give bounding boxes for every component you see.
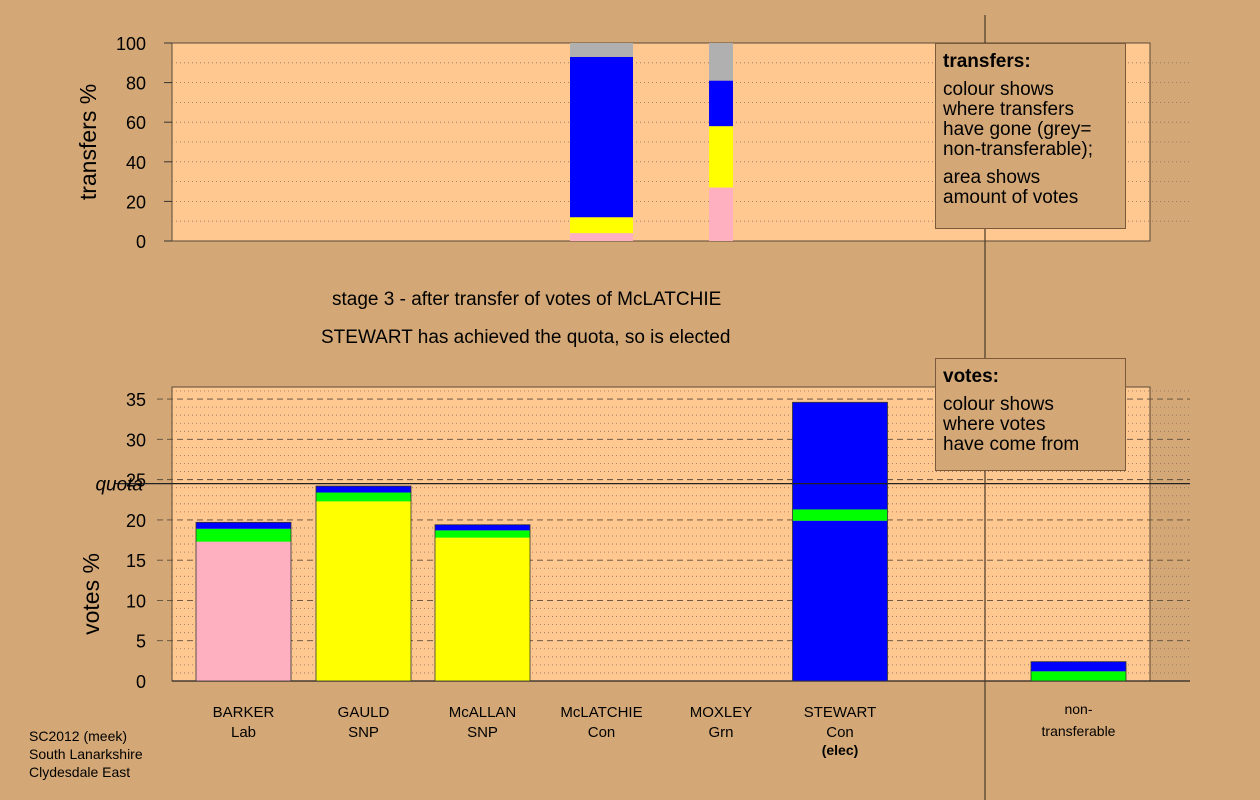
vote-segment [792, 402, 888, 510]
source-note: SC2012 (meek) South Lanarkshire Clydesda… [29, 727, 143, 781]
nontransferable-outline [1030, 661, 1127, 682]
votes-tick-label: 0 [136, 672, 146, 692]
votes-tick-label: 20 [126, 511, 146, 531]
transfers-legend-line: have gone (grey= [943, 119, 1092, 140]
vote-segment [316, 486, 411, 493]
transfers-tick-label: 60 [126, 113, 146, 133]
vote-segment [435, 537, 530, 681]
vote-segment [196, 528, 291, 542]
votes-legend-line: where votes [943, 414, 1046, 435]
votes-legend-line: have come from [943, 434, 1080, 455]
transfer-segment [570, 233, 633, 241]
candidate-party-label: SNP [467, 724, 498, 741]
transfer-segment [570, 56, 633, 218]
transfer-segment [709, 187, 733, 241]
quota-label: quota [95, 475, 143, 496]
vote-segment [316, 492, 411, 502]
source-line: South Lanarkshire [29, 746, 143, 762]
vote-segment [435, 524, 530, 531]
transfers-legend-title: transfers: [943, 51, 1031, 72]
vote-segment [196, 541, 291, 681]
source-line: Clydesdale East [29, 764, 131, 780]
transfers-legend: transfers: colour shows where transfers … [935, 43, 1126, 229]
votes-tick-label: 5 [136, 632, 146, 652]
vote-segment [792, 509, 888, 521]
transfers-y-axis-label: transfers % [75, 84, 101, 200]
vote-segment [435, 530, 530, 538]
transfers-tick-label: 40 [126, 153, 146, 173]
vote-segment [196, 522, 291, 529]
transfer-segment [709, 80, 733, 127]
nontransferable-label: non- [1064, 701, 1092, 717]
candidate-party-label: Con [588, 724, 616, 741]
votes-chart: 0 5 10 15 20 25 30 35 votes % BARKER Lab GAULD SNP Mc… [78, 386, 1190, 758]
vote-segment [792, 520, 888, 681]
votes-y-axis-label: votes % [78, 553, 104, 635]
votes-legend-title: votes: [943, 366, 999, 387]
transfers-legend-line: amount of votes [943, 187, 1079, 208]
vote-bar-outline [792, 401, 888, 682]
candidate-name-label: McLATCHIE [560, 704, 642, 721]
vote-bar-outline [195, 521, 292, 682]
vote-bar-outline [315, 485, 412, 682]
candidate-name-label: McALLAN [449, 704, 517, 721]
transfers-tick-label: 20 [126, 192, 146, 212]
transfer-segment [570, 43, 633, 57]
transfer-segment [570, 217, 633, 234]
votes-tick-label: 25 [126, 471, 146, 491]
elected-caption: STEWART has achieved the quota, so is el… [321, 327, 731, 348]
transfers-tick-label: 100 [116, 34, 146, 54]
candidate-party-label: Lab [231, 724, 256, 741]
vote-bar-outline [434, 524, 531, 682]
vote-segment [316, 501, 411, 681]
transfer-segment [709, 43, 733, 81]
nontransferable-segment [1031, 671, 1126, 681]
candidate-name-label: STEWART [804, 704, 877, 721]
votes-tick-label: 30 [126, 430, 146, 450]
nontransferable-segment [1031, 661, 1126, 672]
candidate-name-label: GAULD [338, 704, 390, 721]
transfers-legend-line: area shows [943, 167, 1041, 188]
source-line: SC2012 (meek) [29, 728, 128, 744]
candidate-party-label: Con [826, 724, 854, 741]
candidate-note-label: (elec) [822, 742, 859, 758]
votes-tick-label: 15 [126, 551, 146, 571]
stage-caption: stage 3 - after transfer of votes of McL… [332, 289, 722, 310]
candidate-name-label: BARKER [213, 704, 275, 721]
transfers-tick-label: 0 [136, 232, 146, 252]
transfers-legend-line: colour shows [943, 79, 1054, 100]
candidate-party-label: SNP [348, 724, 379, 741]
nontransferable-label: transferable [1042, 723, 1116, 739]
votes-tick-label: 35 [126, 390, 146, 410]
votes-tick-label: 10 [126, 591, 146, 611]
votes-legend-line: colour shows [943, 394, 1054, 415]
transfers-legend-line: where transfers [943, 99, 1074, 120]
transfers-tick-label: 80 [126, 74, 146, 94]
candidate-name-label: MOXLEY [690, 704, 753, 721]
transfers-legend-line: non-transferable); [943, 139, 1093, 160]
transfer-segment [709, 126, 733, 188]
votes-legend: votes: colour shows where votes have com… [935, 358, 1126, 471]
candidate-party-label: Grn [708, 724, 733, 741]
